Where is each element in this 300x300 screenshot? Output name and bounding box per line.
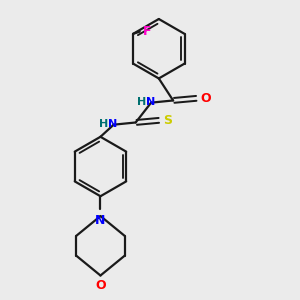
Text: N: N [146, 97, 155, 106]
Text: N: N [95, 214, 106, 227]
Text: O: O [201, 92, 211, 105]
Text: S: S [163, 114, 172, 127]
Text: N: N [108, 118, 117, 129]
Text: O: O [95, 279, 106, 292]
Text: F: F [143, 25, 152, 38]
Text: H: H [99, 118, 109, 129]
Text: H: H [137, 97, 146, 106]
